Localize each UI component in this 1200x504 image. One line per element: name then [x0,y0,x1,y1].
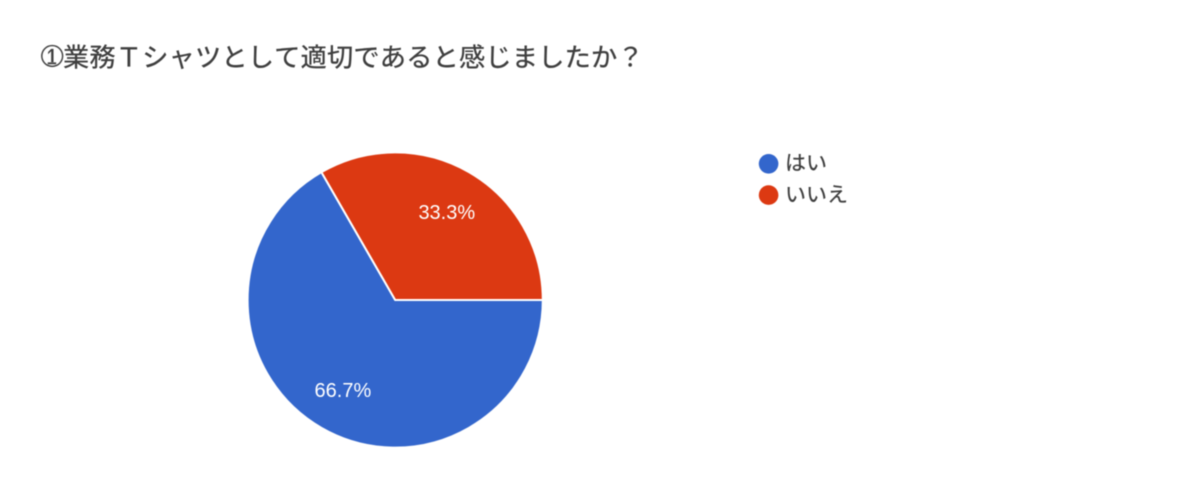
svg-text:33.3%: 33.3% [418,202,475,224]
svg-text:66.7%: 66.7% [315,380,372,402]
